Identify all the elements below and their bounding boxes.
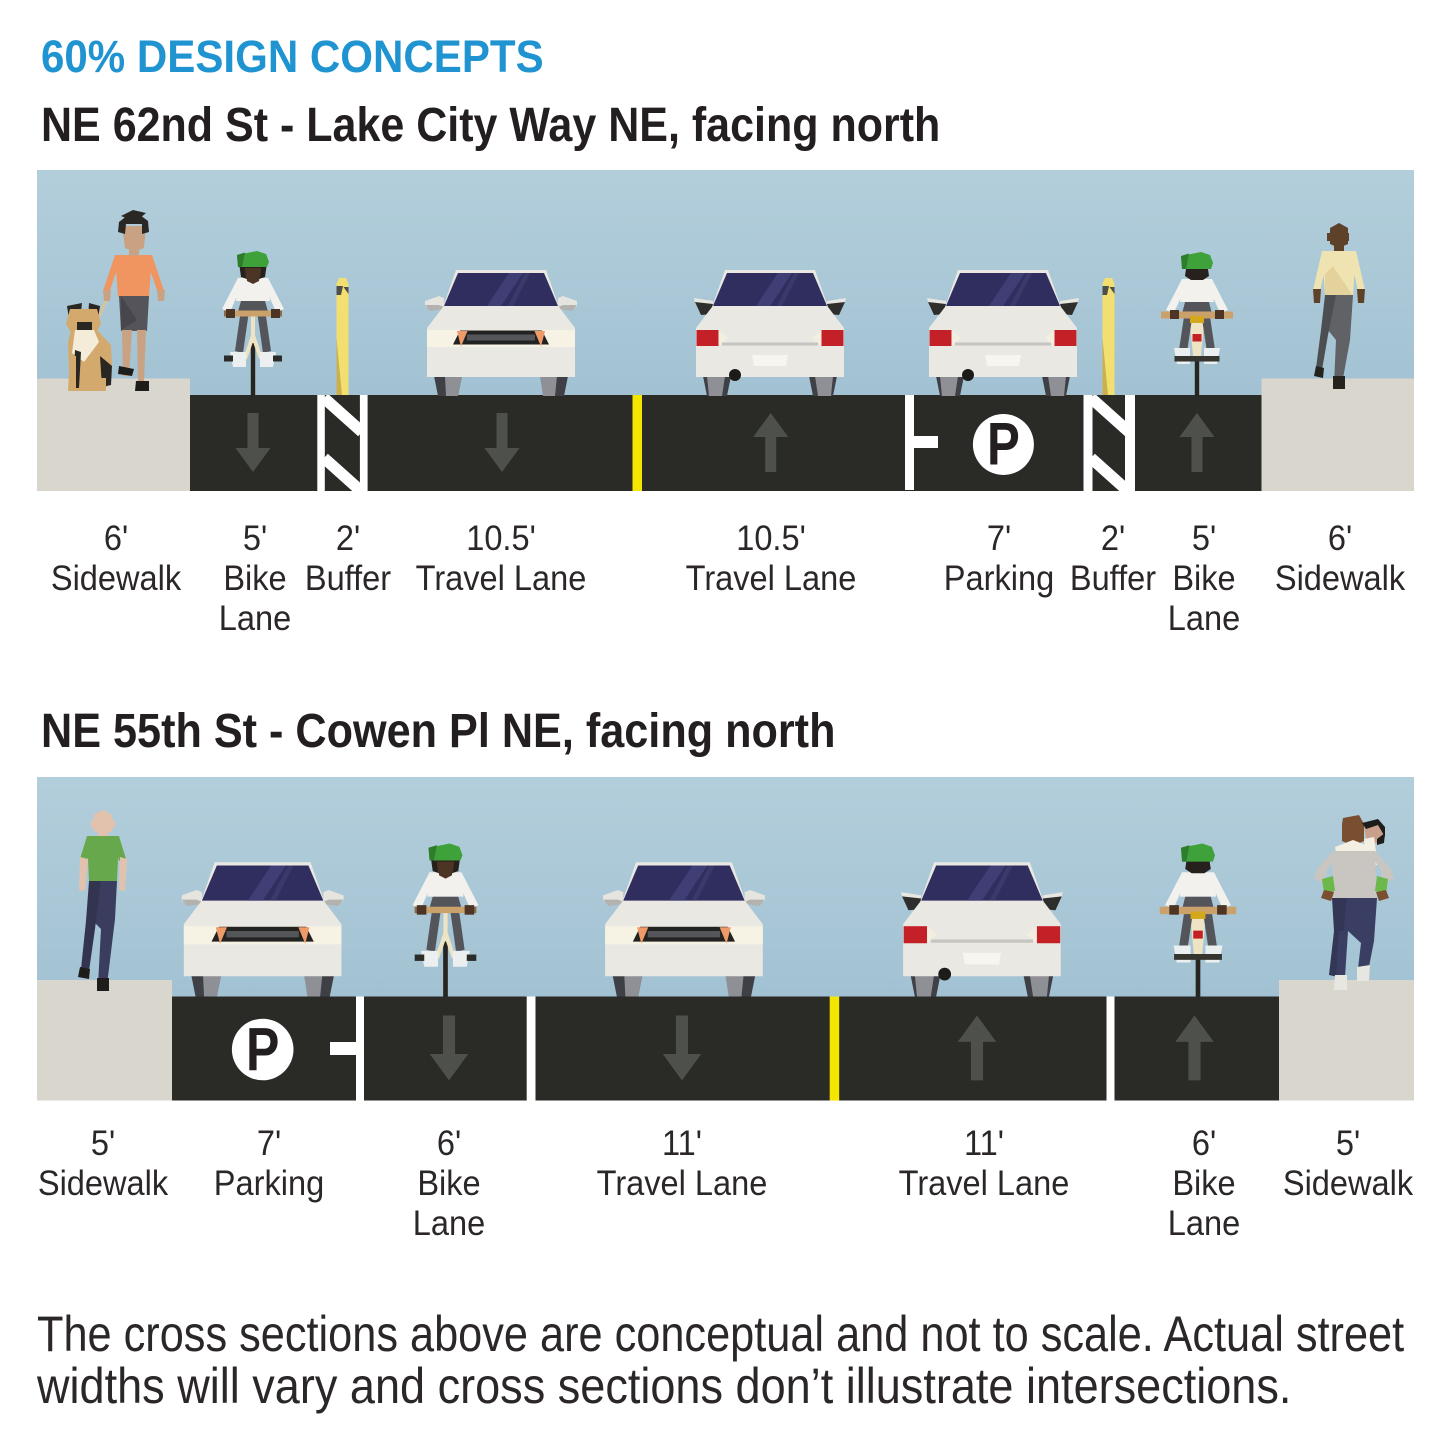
svg-text:P: P <box>987 410 1020 478</box>
svg-text:P: P <box>246 1016 279 1084</box>
